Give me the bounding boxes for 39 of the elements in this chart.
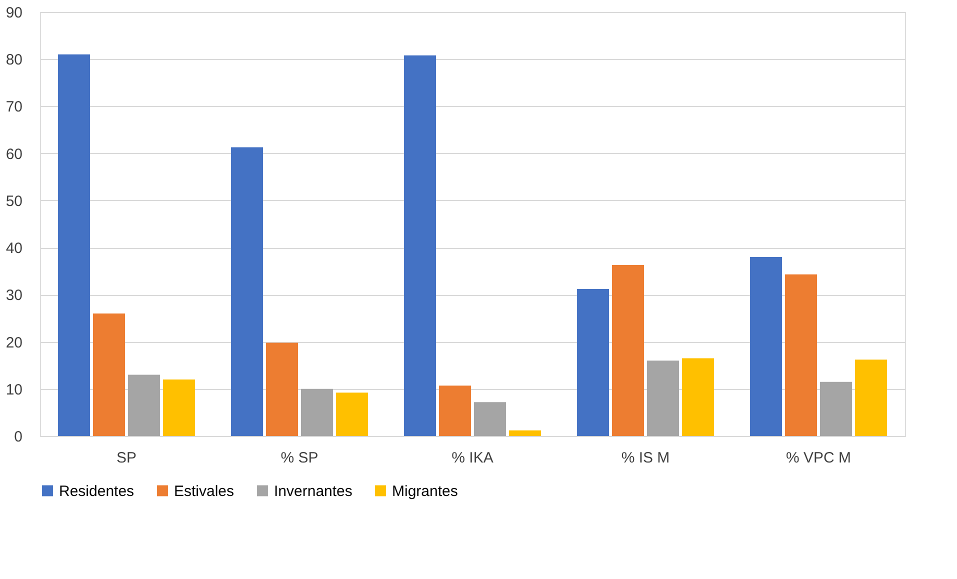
legend-label: Estivales <box>174 482 234 500</box>
bar <box>646 360 679 436</box>
bar <box>508 430 541 436</box>
y-tick-label: 0 <box>14 428 22 446</box>
bar <box>300 388 333 436</box>
y-tick-label: 50 <box>6 192 22 210</box>
legend-label: Residentes <box>59 482 134 500</box>
x-tick-label: % SP <box>280 450 318 466</box>
bar <box>577 289 610 436</box>
y-tick-label: 90 <box>6 4 22 22</box>
y-tick-label: 10 <box>6 381 22 398</box>
y-tick-label: 40 <box>6 240 22 258</box>
legend-label: Migrantes <box>392 482 458 500</box>
bar <box>820 382 852 436</box>
bar <box>785 274 818 436</box>
bar <box>336 392 368 436</box>
bar <box>128 374 160 436</box>
y-tick-label: 80 <box>6 52 22 69</box>
x-tick-label: SP <box>116 450 137 466</box>
bar <box>612 264 644 436</box>
y-tick-label: 70 <box>6 98 22 116</box>
bar <box>404 55 436 436</box>
x-tick-label: % IKA <box>452 450 494 466</box>
x-tick-label: % VPC M <box>786 450 852 466</box>
y-tick-label: 60 <box>6 146 22 163</box>
bar <box>474 402 506 436</box>
bar <box>58 54 90 436</box>
bar <box>439 386 472 436</box>
legend-label: Invernantes <box>274 482 352 500</box>
x-tick-label: % IS M <box>621 450 670 466</box>
bar <box>231 147 264 436</box>
bar <box>854 360 887 436</box>
bar <box>750 256 782 436</box>
bar <box>266 342 298 436</box>
y-tick-label: 30 <box>6 287 22 304</box>
bar <box>93 314 126 436</box>
bar <box>162 379 195 436</box>
bar <box>682 358 714 436</box>
y-tick-label: 20 <box>6 334 22 352</box>
